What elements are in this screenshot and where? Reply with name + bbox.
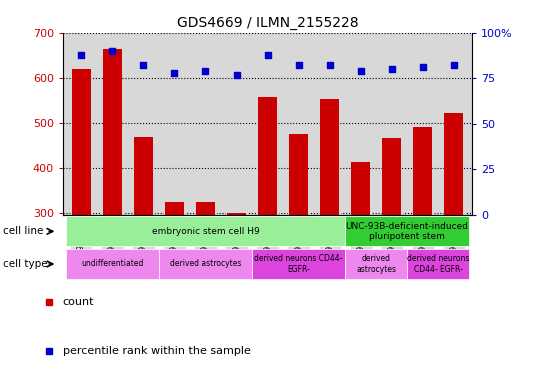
Text: cell type: cell type	[3, 259, 48, 269]
Bar	[258, 97, 277, 348]
Bar	[66, 216, 345, 247]
Point	[356, 68, 365, 74]
Bar	[134, 137, 153, 348]
Point	[263, 51, 272, 58]
Bar	[159, 249, 252, 279]
Bar	[103, 49, 122, 348]
Bar	[382, 139, 401, 348]
Point	[232, 71, 241, 78]
Point	[170, 70, 179, 76]
Bar	[351, 162, 370, 348]
Text: UNC-93B-deficient-induced
pluripotent stem: UNC-93B-deficient-induced pluripotent st…	[346, 222, 468, 241]
Text: embryonic stem cell H9: embryonic stem cell H9	[152, 227, 259, 236]
Text: derived neurons CD44-
EGFR-: derived neurons CD44- EGFR-	[254, 254, 343, 274]
Text: count: count	[63, 297, 94, 308]
Text: derived neurons
CD44- EGFR-: derived neurons CD44- EGFR-	[407, 254, 470, 274]
Bar	[66, 249, 159, 279]
Point	[418, 64, 427, 70]
Point	[325, 62, 334, 68]
Bar	[196, 202, 215, 348]
Bar	[407, 249, 469, 279]
Point	[449, 62, 458, 68]
Title: GDS4669 / ILMN_2155228: GDS4669 / ILMN_2155228	[177, 16, 358, 30]
Bar	[345, 249, 407, 279]
Bar	[289, 134, 308, 348]
Bar	[227, 213, 246, 348]
Text: cell line: cell line	[3, 226, 43, 237]
Text: percentile rank within the sample: percentile rank within the sample	[63, 346, 251, 356]
Text: undifferentiated: undifferentiated	[81, 260, 144, 268]
Text: derived
astrocytes: derived astrocytes	[356, 254, 396, 274]
Bar	[252, 249, 345, 279]
Point	[387, 66, 396, 72]
Bar	[165, 202, 184, 348]
Point	[294, 62, 303, 68]
Bar	[444, 113, 463, 348]
Bar	[413, 127, 432, 348]
Bar	[72, 69, 91, 348]
Bar	[345, 216, 469, 247]
Text: derived astrocytes: derived astrocytes	[170, 260, 241, 268]
Point	[108, 48, 117, 54]
Point	[139, 62, 148, 68]
Bar	[321, 99, 339, 348]
Point	[201, 68, 210, 74]
Point	[77, 51, 86, 58]
